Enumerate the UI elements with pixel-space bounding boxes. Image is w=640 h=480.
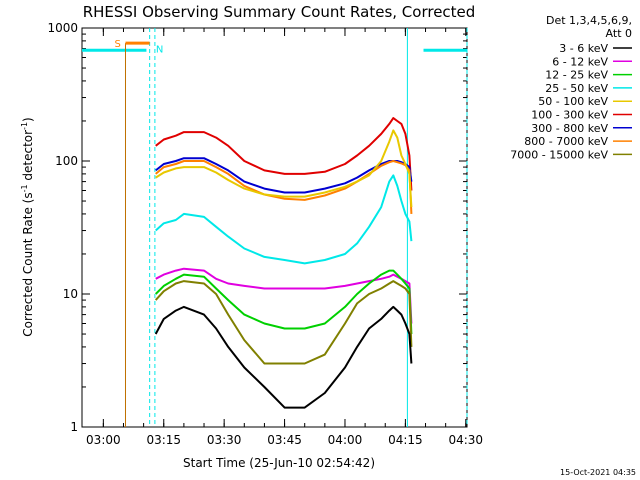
night-label: N [156,44,163,55]
series-line-3 [155,129,413,208]
legend-header-2: Att 0 [606,27,632,40]
series-line-1 [155,157,413,194]
x-tick-label: 03:30 [207,433,242,447]
x-tick-label: 04:30 [448,433,483,447]
legend-header-1: Det 1,3,4,5,6,9, [546,14,632,27]
plot-area: 1 10 100 1000 03:00 03:15 03:30 03:45 04:00 04:15… [47,21,483,447]
chart-title: RHESSI Observing Summary Count Rates, Co… [83,3,476,21]
series-line-2 [155,160,413,214]
legend-entry-label: 800 - 7000 keV [524,135,608,148]
legend-entry-label: 25 - 50 keV [545,82,608,95]
legend-entry-label: 12 - 25 keV [545,69,608,82]
series-line-8 [154,305,413,409]
x-axis-label: Start Time (25-Jun-10 02:54:42) [183,456,375,470]
series-line-0 [155,117,413,191]
svg-text:Corrected Count Rate (s-1 dete: Corrected Count Rate (s-1 detector-1) [20,117,35,336]
series-line-7 [154,280,413,365]
series-line-6 [154,269,413,335]
legend-entry-label: 6 - 12 keV [552,55,608,68]
x-tick-label: 03:15 [146,433,181,447]
timestamp: 15-Oct-2021 04:35 [560,468,636,477]
x-tick-label: 04:15 [388,433,423,447]
y-tick-label: 1 [70,420,78,434]
y-axis-label: Corrected Count Rate (s-1 detector-1) [20,117,35,336]
y-tick-label: 10 [63,287,78,301]
legend-entry-label: 7000 - 15000 keV [510,148,608,161]
legend-entry-label: 300 - 800 keV [531,122,608,135]
series-line-4 [155,174,413,265]
x-tick-label: 03:00 [86,433,121,447]
x-tick-label: 04:00 [328,433,363,447]
legend-entry-label: 3 - 6 keV [559,42,608,55]
y-tick-label: 100 [55,154,78,168]
legend-entry-label: 100 - 300 keV [531,109,608,122]
saa-label: S [114,39,120,50]
y-tick-label: 1000 [47,21,78,35]
x-tick-label: 03:45 [267,433,302,447]
legend-entry-label: 50 - 100 keV [538,95,608,108]
